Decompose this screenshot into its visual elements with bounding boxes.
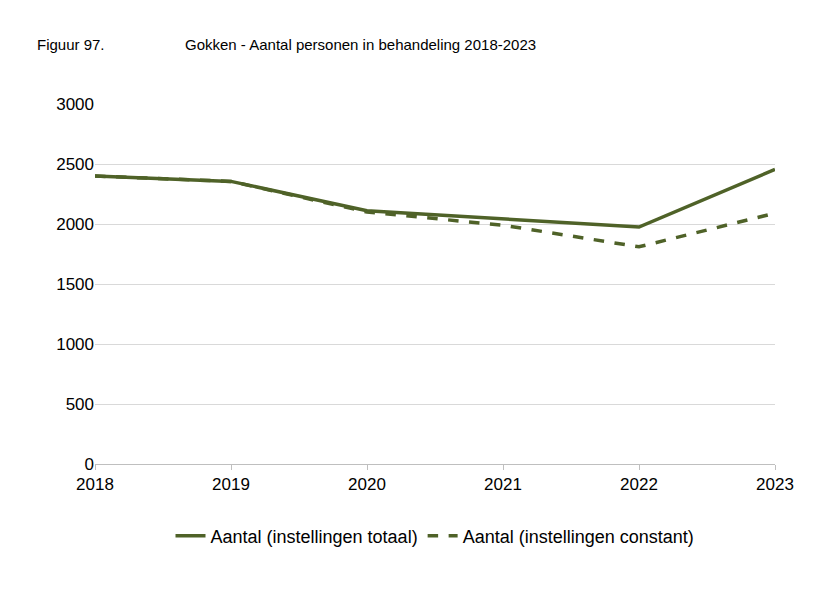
svg-text:2020: 2020 <box>348 475 386 494</box>
svg-text:Figuur 97.: Figuur 97. <box>37 36 105 53</box>
svg-text:0: 0 <box>85 455 94 474</box>
svg-text:2500: 2500 <box>56 155 94 174</box>
svg-text:500: 500 <box>66 395 94 414</box>
svg-text:2018: 2018 <box>76 475 114 494</box>
svg-text:1500: 1500 <box>56 275 94 294</box>
svg-text:Aantal (instellingen constant): Aantal (instellingen constant) <box>463 527 694 547</box>
svg-text:2019: 2019 <box>212 475 250 494</box>
svg-text:Gokken - Aantal personen in be: Gokken - Aantal personen in behandeling … <box>185 36 536 53</box>
svg-text:2023: 2023 <box>756 475 794 494</box>
svg-text:1000: 1000 <box>56 335 94 354</box>
svg-text:2000: 2000 <box>56 215 94 234</box>
svg-text:Aantal (instellingen totaal): Aantal (instellingen totaal) <box>211 527 418 547</box>
svg-text:2022: 2022 <box>620 475 658 494</box>
svg-text:3000: 3000 <box>56 95 94 114</box>
svg-text:2021: 2021 <box>484 475 522 494</box>
